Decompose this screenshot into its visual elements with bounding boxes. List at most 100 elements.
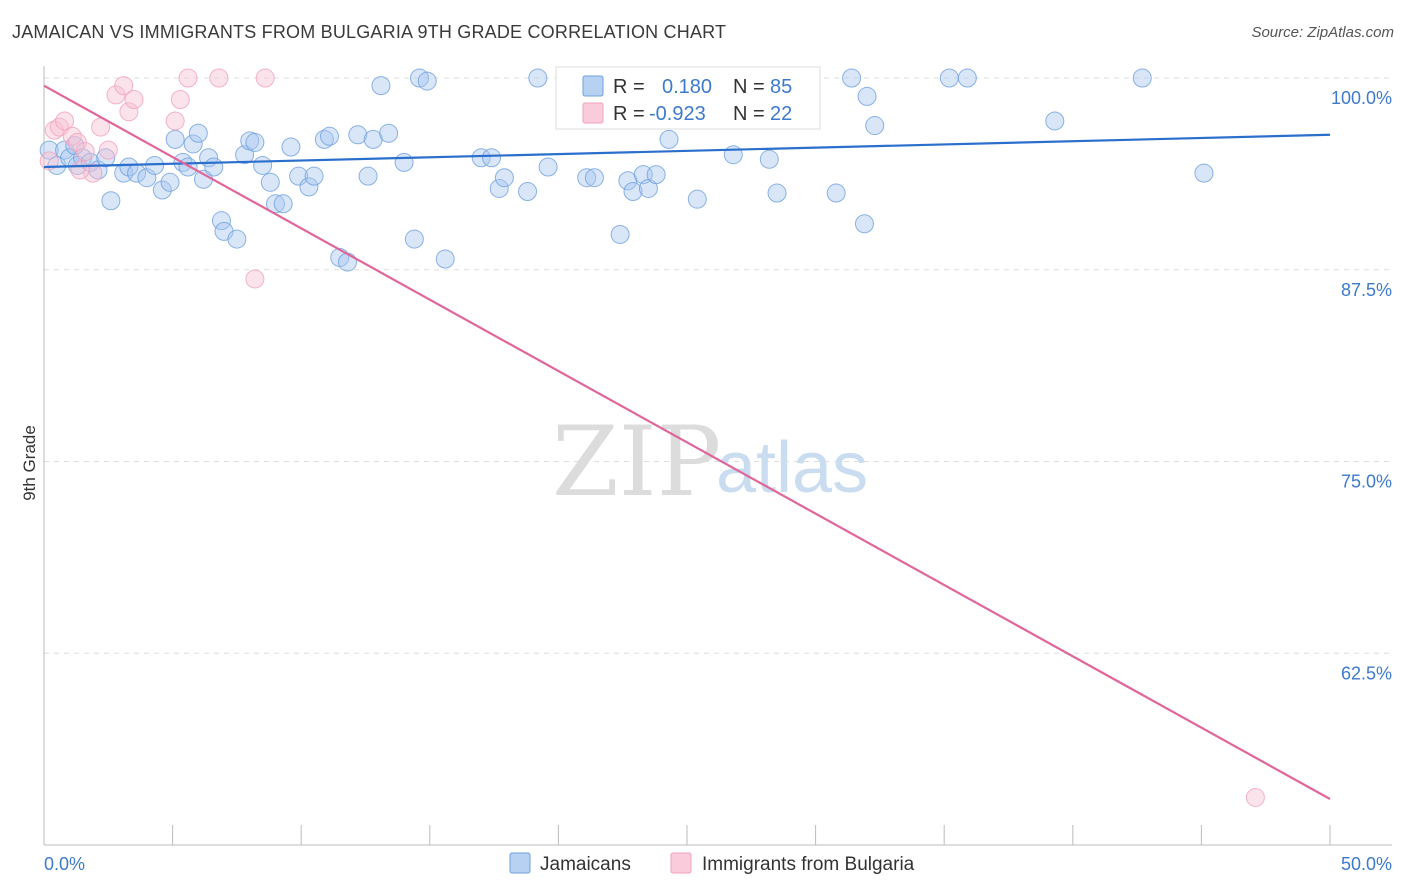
jamaicans-point-63: [584, 168, 604, 188]
jamaicans-point-16: [152, 180, 172, 200]
bulgaria-point-15: [170, 89, 190, 109]
jamaicans-point-71: [687, 189, 707, 209]
jamaicans-point-32: [253, 155, 273, 175]
jamaicans-point-82: [1132, 68, 1152, 88]
jamaicans-point-59: [528, 68, 548, 88]
jamaicans-point-45: [358, 166, 378, 186]
bulgaria-point-12: [119, 102, 139, 122]
bulgaria-point-20: [1245, 787, 1265, 807]
jamaicans-point-12: [119, 157, 139, 177]
jamaicans-point-74: [767, 183, 787, 203]
jamaicans-point-77: [854, 214, 874, 234]
jamaicans-point-55: [482, 148, 502, 168]
bulgaria-point-16: [178, 68, 198, 88]
jamaicans-points: [39, 68, 1214, 272]
y-tick-label-2: 87.5%: [1341, 280, 1392, 300]
legend-n-value-1: 85: [770, 76, 792, 98]
jamaicans-point-52: [417, 71, 437, 91]
jamaicans-point-25: [204, 157, 224, 177]
jamaicans-point-14: [137, 168, 157, 188]
jamaicans-point-35: [273, 194, 293, 214]
jamaicans-point-78: [865, 116, 885, 136]
bottom-legend-jamaicans: Jamaicans: [540, 854, 631, 875]
legend-r-label-2: R =: [613, 103, 645, 125]
bulgaria-point-9: [98, 140, 118, 160]
jamaicans-point-48: [379, 123, 399, 143]
x-tick-label-1: 50.0%: [1341, 854, 1392, 874]
jamaicans-point-41: [319, 126, 339, 146]
jamaicans-point-4: [65, 135, 85, 155]
x-tick-labels: 0.0% 50.0%: [44, 854, 1392, 874]
watermark-zip: ZIP: [552, 406, 721, 518]
watermark: ZIP atlas: [552, 406, 868, 518]
jamaicans-point-66: [623, 182, 643, 202]
jamaicans-point-72: [723, 145, 743, 165]
jamaicans-point-64: [610, 224, 630, 244]
jamaicans-point-80: [957, 68, 977, 88]
jamaicans-point-53: [435, 249, 455, 269]
jamaicans-point-79: [939, 68, 959, 88]
legend-n-label-1: N =: [733, 76, 765, 98]
jamaicans-point-0: [39, 140, 59, 160]
jamaicans-point-33: [260, 172, 280, 192]
bulgaria-point-14: [165, 111, 185, 131]
jamaicans-point-10: [101, 191, 121, 211]
jamaicans-point-81: [1045, 111, 1065, 131]
jamaicans-point-39: [304, 166, 324, 186]
legend-r-value-1: 0.180: [662, 76, 712, 98]
y-tick-labels: 62.5% 75.0% 87.5% 100.0%: [1331, 88, 1392, 683]
y-tick-label-3: 100.0%: [1331, 88, 1392, 108]
axes: [43, 66, 1392, 846]
jamaicans-point-75: [826, 183, 846, 203]
jamaicans-trendline: [43, 133, 1331, 169]
bulgaria-point-21: [70, 160, 90, 180]
y-tick-label-0: 62.5%: [1341, 663, 1392, 683]
jamaicans-point-40: [314, 129, 334, 149]
legend-r-label-1: R =: [613, 76, 645, 98]
jamaicans-point-84: [857, 86, 877, 106]
bulgaria-trendline: [43, 84, 1331, 800]
jamaicans-point-18: [165, 129, 185, 149]
jamaicans-point-62: [577, 168, 597, 188]
jamaicans-point-43: [337, 252, 357, 272]
jamaicans-point-60: [538, 157, 558, 177]
chart-title: JAMAICAN VS IMMIGRANTS FROM BULGARIA 9TH…: [12, 22, 727, 42]
jamaicans-point-17: [160, 172, 180, 192]
jamaicans-point-57: [494, 168, 514, 188]
x-tick-label-0: 0.0%: [44, 854, 85, 874]
bottom-legend: Jamaicans Immigrants from Bulgaria: [509, 852, 915, 875]
jamaicans-point-20: [178, 157, 198, 177]
chart-source: Source: ZipAtlas.com: [1251, 24, 1394, 41]
bulgaria-point-7: [83, 163, 103, 183]
bulgaria-point-17: [209, 68, 229, 88]
jamaicans-point-49: [394, 152, 414, 172]
jamaicans-point-76: [842, 68, 862, 88]
jamaicans-point-28: [227, 229, 247, 249]
y-axis-title: 9th Grade: [20, 425, 39, 501]
jamaicans-point-70: [659, 129, 679, 149]
bulgaria-point-4: [62, 126, 82, 146]
jamaicans-point-34: [265, 194, 285, 214]
jamaicans-point-9: [96, 148, 116, 168]
legend-n-value-2: 22: [770, 103, 792, 125]
bulgaria-point-0: [39, 151, 59, 171]
bulgaria-point-3: [55, 111, 75, 131]
jamaicans-point-22: [188, 123, 208, 143]
jamaicans-point-69: [646, 165, 666, 185]
jamaicans-point-51: [410, 68, 430, 88]
bottom-legend-bulgaria: Immigrants from Bulgaria: [702, 854, 915, 875]
bulgaria-points: [39, 68, 1265, 807]
watermark-atlas: atlas: [716, 428, 868, 508]
jamaicans-point-31: [245, 132, 265, 152]
bulgaria-point-19: [255, 68, 275, 88]
jamaicans-point-50: [404, 229, 424, 249]
jamaicans-point-83: [1194, 163, 1214, 183]
jamaicans-point-73: [759, 149, 779, 169]
y-tick-label-1: 75.0%: [1341, 472, 1392, 492]
bulgaria-point-11: [114, 76, 134, 96]
bottom-legend-swatch-bulgaria: [670, 852, 692, 874]
bottom-legend-swatch-jamaicans: [509, 852, 531, 874]
gridlines: [44, 77, 1392, 654]
bulgaria-point-2: [49, 117, 69, 137]
